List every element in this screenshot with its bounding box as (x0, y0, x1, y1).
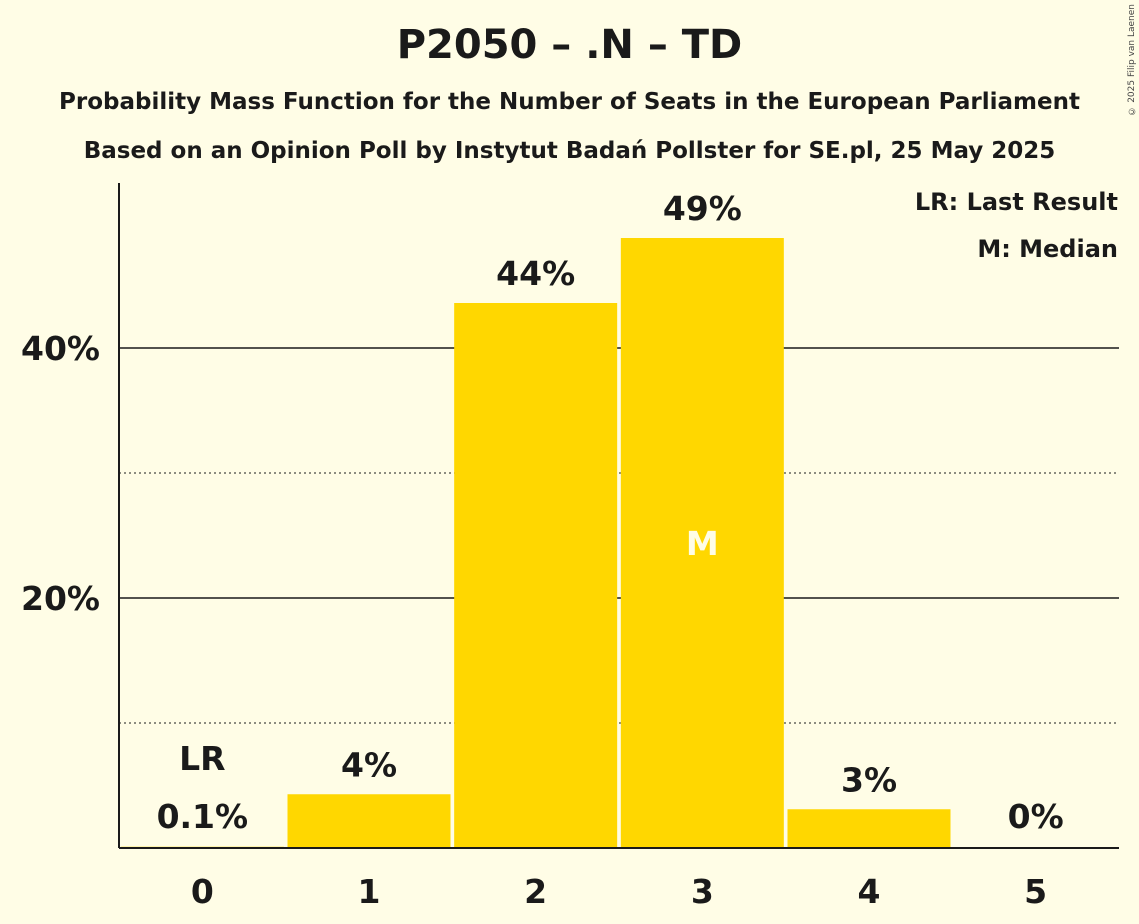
y-tick-label: 20% (21, 579, 100, 618)
value-label-5: 0% (1008, 797, 1064, 836)
legend-last-result: LR: Last Result (915, 188, 1118, 216)
x-tick-label-0: 0 (191, 872, 214, 911)
gridlines (119, 347, 1119, 724)
value-label-3: 49% (663, 189, 742, 228)
value-label-1: 4% (341, 745, 397, 784)
value-label-0: 0.1% (157, 797, 249, 836)
x-tick-label-3: 3 (691, 872, 714, 911)
legend-median: M: Median (977, 235, 1118, 263)
bar-4 (787, 809, 951, 848)
bar-1 (287, 794, 451, 848)
x-tick-label-4: 4 (858, 872, 881, 911)
chart-title: P2050 – .N – TD (396, 22, 743, 68)
last-result-marker: LR (179, 739, 225, 778)
median-marker: M (686, 524, 719, 563)
bars (120, 238, 951, 848)
x-tick-label-1: 1 (358, 872, 381, 911)
x-tick-label-2: 2 (524, 872, 547, 911)
x-tick-label-5: 5 (1024, 872, 1047, 911)
value-label-4: 3% (841, 760, 897, 799)
axes (118, 183, 1119, 849)
bar-2 (454, 303, 618, 848)
value-label-2: 44% (496, 254, 575, 293)
bar-3 (620, 238, 784, 848)
chart-source: Based on an Opinion Poll by Instytut Bad… (83, 138, 1056, 164)
y-tick-label: 40% (21, 329, 100, 368)
chart-subtitle: Probability Mass Function for the Number… (59, 89, 1080, 115)
